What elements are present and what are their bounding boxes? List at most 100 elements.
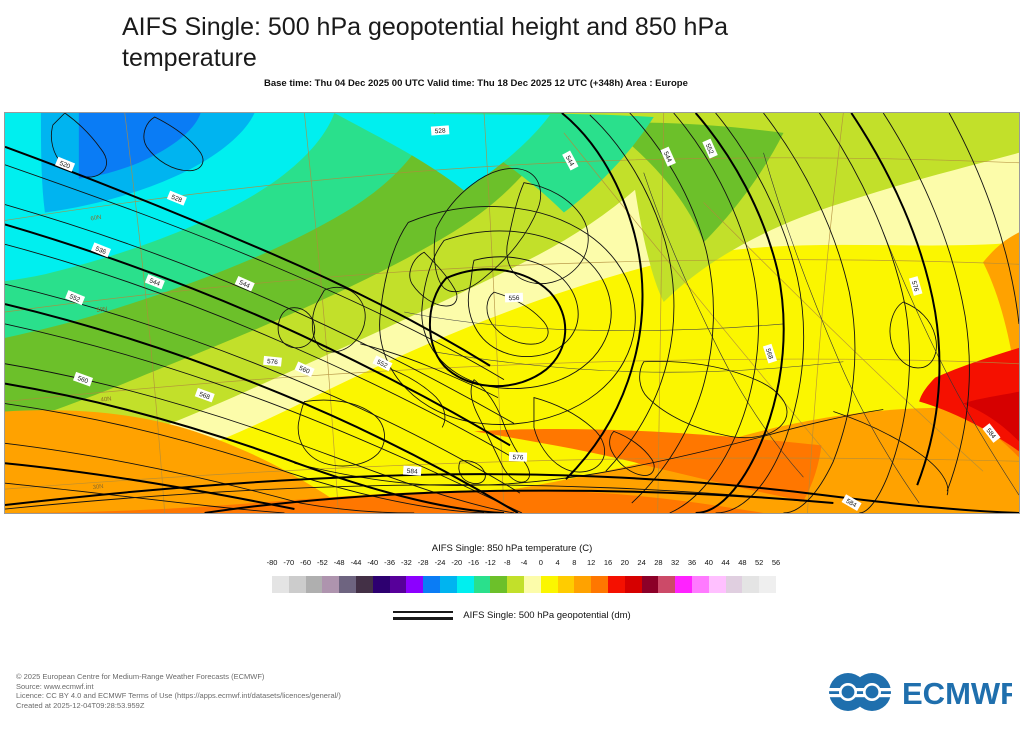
geopotential-contours-bold	[5, 113, 1019, 513]
colorbar-tick-label: 56	[771, 558, 781, 567]
colorbar-tick-label: -52	[316, 558, 328, 567]
colorbar-swatch-0	[272, 576, 289, 593]
colorbar-tick-label: -28	[417, 558, 429, 567]
footer-source: Source: www.ecmwf.int	[16, 681, 94, 691]
colorbar-swatch-8	[406, 576, 424, 593]
svg-text:568: 568	[198, 391, 211, 401]
colorbar-tick-label: -80	[266, 558, 278, 567]
colorbar-title: AIFS Single: 850 hPa temperature (C)	[431, 543, 593, 554]
coastlines	[50, 113, 1019, 504]
colorbar-tick-label: -60	[300, 558, 312, 567]
colorbar-tick-label: 44	[721, 558, 730, 567]
svg-text:576: 576	[267, 358, 279, 366]
colorbar-tick-label: 52	[755, 558, 764, 567]
colorbar-tick-label: -36	[384, 558, 396, 567]
svg-text:536: 536	[94, 246, 107, 257]
contour-legend-label: AIFS Single: 500 hPa geopotential (dm)	[463, 610, 631, 621]
contour-legend: AIFS Single: 500 hPa geopotential (dm)	[0, 610, 1024, 621]
colorbar-swatch-11	[456, 576, 474, 593]
svg-text:544: 544	[564, 155, 575, 168]
weather-map[interactable]: 520 528 536 544 552 560 544 560 552 568 …	[4, 112, 1020, 514]
svg-text:528: 528	[170, 194, 183, 205]
ecmwf-logo-mark: ECMWF	[827, 673, 1012, 711]
colorbar-swatches[interactable]	[272, 576, 776, 593]
svg-text:568: 568	[764, 348, 774, 361]
colorbar-tick-label: 8	[572, 558, 577, 567]
colorbar-swatch-10	[439, 576, 457, 593]
colorbar-swatch-24	[675, 576, 692, 593]
page-title: AIFS Single: 500 hPa geopotential height…	[122, 13, 729, 72]
colorbar-swatch-7	[389, 576, 407, 593]
graticule-labels: 30N 40N 50N 60N	[90, 215, 112, 491]
footer-licence: Licence: CC BY 4.0 and ECMWF Terms of Us…	[16, 691, 341, 701]
svg-text:560: 560	[298, 365, 311, 376]
svg-text:552: 552	[376, 359, 389, 370]
colorbar-tick-label: -12	[484, 558, 496, 567]
colorbar-tick-label: 28	[654, 558, 663, 567]
colorbar-swatch-18	[574, 576, 592, 593]
colorbar-tick-label: -40	[367, 558, 379, 567]
colorbar-tick-label: 32	[671, 558, 680, 567]
colorbar-swatch-3	[322, 576, 340, 593]
svg-text:552: 552	[68, 293, 81, 304]
colorbar-tick-label: -8	[503, 558, 511, 567]
colorbar-swatch-15	[523, 576, 541, 593]
colorbar-tick-label: 20	[620, 558, 629, 567]
colorbar-swatch-26	[708, 576, 726, 593]
colorbar-tick-label: 36	[687, 558, 697, 567]
chart-subtitle: Base time: Thu 04 Dec 2025 00 UTC Valid …	[264, 78, 688, 89]
svg-text:544: 544	[238, 279, 251, 290]
colorbar-swatch-13	[490, 576, 508, 593]
svg-text:50N: 50N	[96, 307, 108, 314]
colorbar-swatch-29	[759, 576, 776, 593]
colorbar-tick-label: 24	[637, 558, 646, 567]
svg-text:576: 576	[910, 280, 920, 293]
colorbar-tick-label: 48	[738, 558, 747, 567]
colorbar-ticks: -80 -70 -60 -52 -48 -44 -40 -36 -32 -28 -24 -20 -16-…	[0, 558, 1024, 570]
colorbar-swatch-23	[658, 576, 676, 593]
colorbar-tick-label: 40	[704, 558, 713, 567]
footer: © 2025 European Centre for Medium-Range …	[16, 672, 341, 710]
svg-text:528: 528	[435, 128, 447, 136]
colorbar-swatch-21	[624, 576, 642, 593]
svg-text:552: 552	[704, 143, 715, 156]
ecmwf-logo[interactable]: ECMWF	[822, 668, 1012, 716]
colorbar-swatch-1	[288, 576, 306, 593]
colorbar-swatch-17	[557, 576, 575, 593]
svg-text:576: 576	[512, 454, 523, 461]
colorbar-swatch-6	[372, 576, 390, 593]
svg-text:40N: 40N	[100, 396, 112, 403]
colorbar-swatch-14	[507, 576, 524, 593]
colorbar-tick-label: 16	[603, 558, 613, 567]
svg-text:556: 556	[508, 295, 519, 302]
colorbar-tick-label: -48	[333, 558, 345, 567]
colorbar-swatch-4	[339, 576, 356, 593]
colorbar-swatch-12	[473, 576, 491, 593]
svg-text:520: 520	[58, 160, 71, 171]
colorbar-tick-label: 12	[587, 558, 596, 567]
contour-labels: 520 528 536 544 552 560 544 560 552 568 …	[55, 125, 1001, 511]
temperature-field	[5, 113, 1019, 513]
colorbar-tick-label: -44	[350, 558, 362, 567]
svg-text:544: 544	[148, 277, 161, 288]
ecmwf-logo-circles	[827, 673, 893, 711]
map-canvas: 520 528 536 544 552 560 544 560 552 568 …	[5, 113, 1019, 513]
colorbar-tick-label: -32	[400, 558, 412, 567]
colorbar-swatch-2	[305, 576, 323, 593]
colorbar-swatch-19	[591, 576, 608, 593]
svg-text:560: 560	[76, 375, 89, 385]
colorbar-swatch-25	[691, 576, 709, 593]
colorbar-swatch-28	[742, 576, 760, 593]
colorbar-swatch-27	[725, 576, 743, 593]
colorbar-tick-label: -70	[283, 558, 295, 567]
colorbar-tick-label: 0	[538, 558, 543, 567]
svg-text:60N: 60N	[90, 215, 102, 223]
svg-text:544: 544	[662, 151, 673, 164]
colorbar-tick-label: -20	[451, 558, 463, 567]
svg-text:584: 584	[407, 468, 419, 476]
colorbar-tick-label: 4	[555, 558, 560, 567]
svg-text:584: 584	[845, 498, 858, 510]
colorbar-tick-label: -24	[434, 558, 446, 567]
colorbar-swatch-16	[540, 576, 558, 593]
colorbar-swatch-9	[423, 576, 440, 593]
